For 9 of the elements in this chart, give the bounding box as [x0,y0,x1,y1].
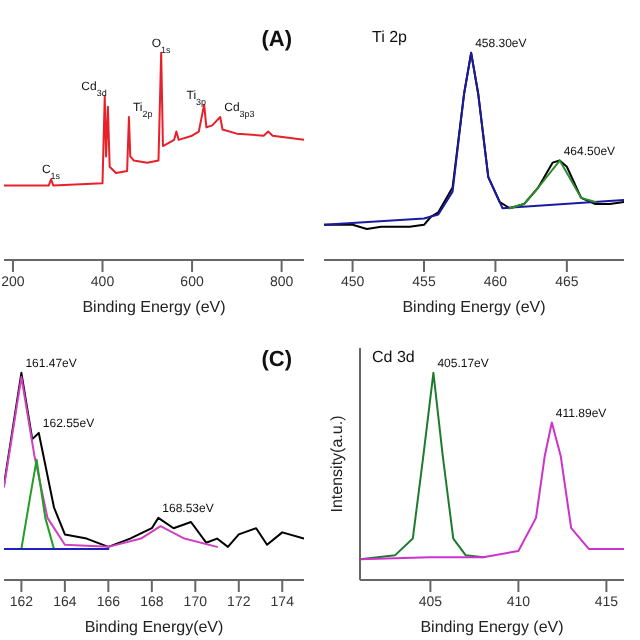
x-axis-title: Binding Energy (eV) [82,298,227,316]
text: Cd 3d [372,348,415,366]
text: (C) [261,348,292,372]
x-axis-title: Binding Energy (eV) [420,618,565,636]
text: (A) [261,28,292,52]
y-axis-title: Intensity(a.u.) [327,414,346,513]
x-axis-title: Binding Energy (eV) [402,298,547,316]
x-axis-title: Binding Energy(eV) [84,618,225,636]
text: Ti 2p [372,28,407,46]
